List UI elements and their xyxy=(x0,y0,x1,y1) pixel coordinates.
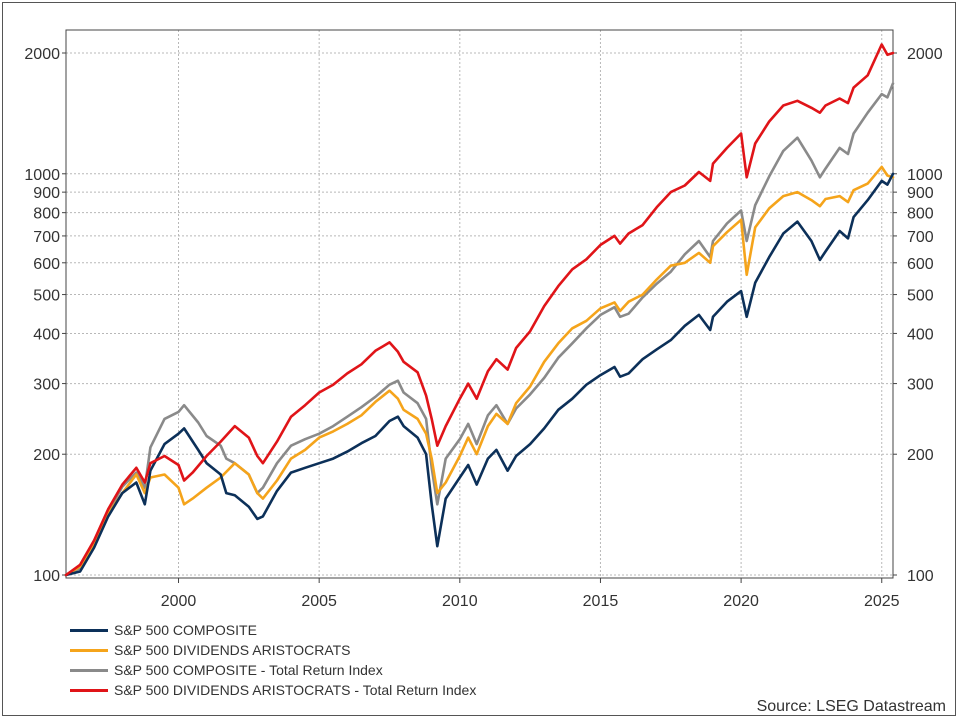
y-tick-label-right: 800 xyxy=(907,206,934,223)
legend-swatch xyxy=(70,688,108,692)
y-tick-label-left: 500 xyxy=(33,288,60,305)
legend-item-aristocrats-tr: S&P 500 DIVIDENDS ARISTOCRATS - Total Re… xyxy=(70,680,476,700)
x-tick-label: 2010 xyxy=(442,593,478,610)
y-tick-label-left: 100 xyxy=(33,568,60,585)
series-line-1 xyxy=(64,165,895,577)
y-tick-label-right: 200 xyxy=(907,447,934,464)
y-tick-label-right: 700 xyxy=(907,229,934,246)
y-tick-label-left: 400 xyxy=(33,326,60,343)
legend-item-composite: S&P 500 COMPOSITE xyxy=(70,620,476,640)
series-line-3 xyxy=(64,43,895,577)
x-tick-label: 2005 xyxy=(301,593,337,610)
legend-swatch xyxy=(70,668,108,672)
x-tick-label: 2025 xyxy=(864,593,900,610)
legend-label: S&P 500 COMPOSITE xyxy=(114,622,257,638)
y-tick-label-right: 2000 xyxy=(907,46,943,63)
y-tick-label-right: 500 xyxy=(907,288,934,305)
grid-lines xyxy=(62,30,897,583)
y-tick-label-right: 300 xyxy=(907,377,934,394)
x-tick-label: 2020 xyxy=(723,593,759,610)
legend: S&P 500 COMPOSITE S&P 500 DIVIDENDS ARIS… xyxy=(70,620,476,700)
legend-swatch xyxy=(70,628,108,632)
legend-label: S&P 500 DIVIDENDS ARISTOCRATS xyxy=(114,642,351,658)
x-tick-label: 2000 xyxy=(161,593,197,610)
y-tick-label-right: 100 xyxy=(907,568,934,585)
tick-labels: 100 100 200 200 300 300 400 400 500 500 600 600 700 7… xyxy=(24,46,942,610)
y-tick-label-left: 800 xyxy=(33,206,60,223)
series-line-0 xyxy=(64,172,895,577)
y-tick-label-left: 2000 xyxy=(24,46,60,63)
series-line-2 xyxy=(64,82,895,577)
y-tick-label-right: 400 xyxy=(907,326,934,343)
source-note: Source: LSEG Datastream xyxy=(756,698,946,715)
legend-label: S&P 500 DIVIDENDS ARISTOCRATS - Total Re… xyxy=(114,682,477,698)
plot-border xyxy=(65,29,894,579)
y-tick-label-left: 600 xyxy=(33,256,60,273)
x-tick-label: 2015 xyxy=(583,593,619,610)
y-tick-label-left: 900 xyxy=(33,185,60,202)
legend-item-composite-tr: S&P 500 COMPOSITE - Total Return Index xyxy=(70,660,476,680)
y-tick-label-left: 200 xyxy=(33,447,60,464)
y-tick-label-right: 600 xyxy=(907,256,934,273)
y-tick-label-left: 700 xyxy=(33,229,60,246)
y-tick-label-right: 900 xyxy=(907,185,934,202)
legend-item-aristocrats: S&P 500 DIVIDENDS ARISTOCRATS xyxy=(70,640,476,660)
legend-label: S&P 500 COMPOSITE - Total Return Index xyxy=(114,662,383,678)
series-layer xyxy=(64,43,895,577)
y-tick-label-left: 300 xyxy=(33,377,60,394)
legend-swatch xyxy=(70,648,108,652)
y-tick-label-right: 1000 xyxy=(907,167,943,184)
y-tick-label-left: 1000 xyxy=(24,167,60,184)
